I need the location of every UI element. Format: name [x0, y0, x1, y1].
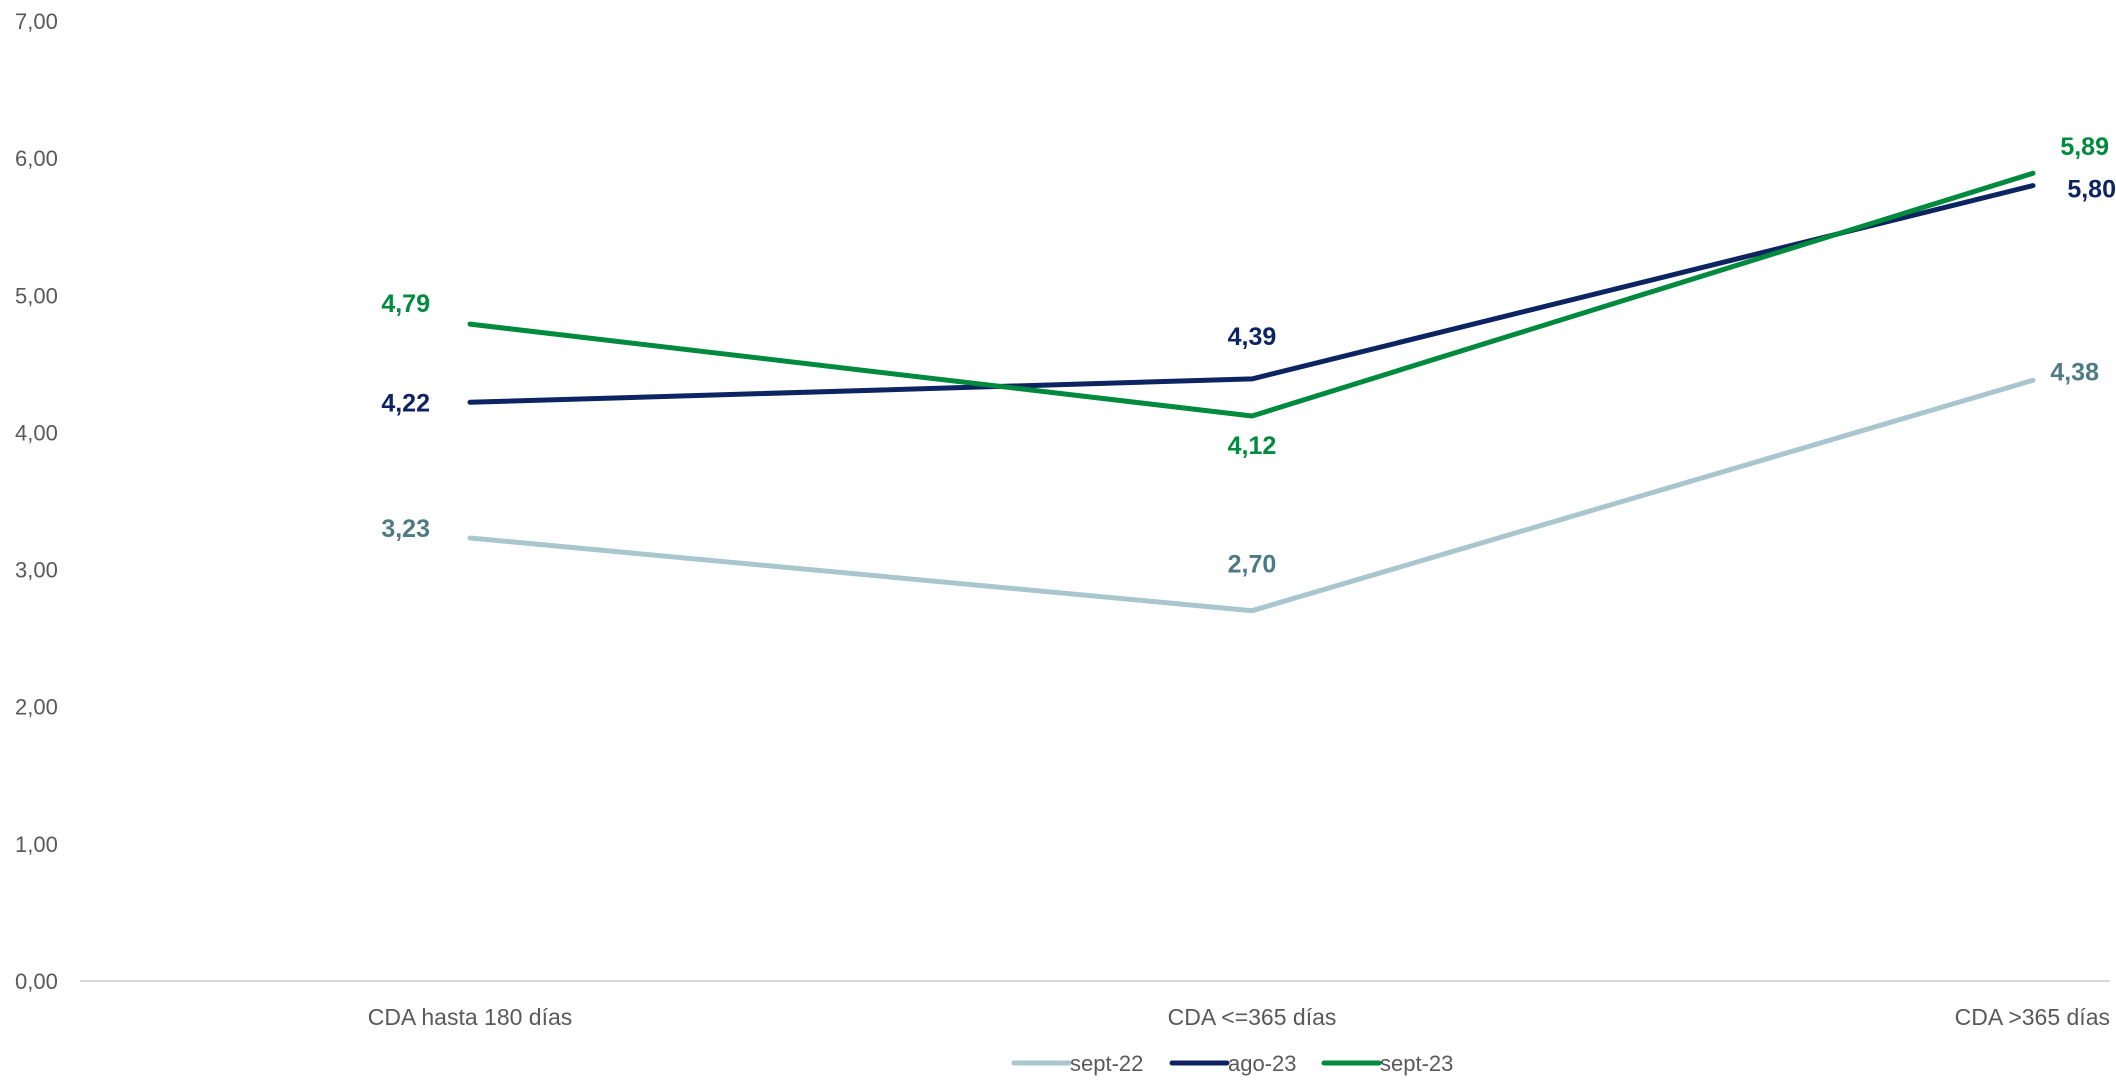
- data-label: 4,22: [381, 389, 430, 417]
- legend-label: sept-23: [1380, 1051, 1453, 1076]
- data-label: 4,79: [381, 290, 430, 318]
- data-label: 4,39: [1228, 323, 1277, 351]
- series-lines: [467, 170, 2036, 614]
- x-tick-label: CDA hasta 180 días: [368, 1004, 573, 1030]
- data-label: 5,80: [2067, 176, 2116, 204]
- data-label: 2,70: [1228, 551, 1277, 579]
- y-axis-ticks: 0,00 1,00 2,00 3,00 4,00 5,00 6,00 7,00: [15, 9, 58, 994]
- y-tick-label: 6,00: [15, 146, 58, 171]
- y-tick-label: 7,00: [15, 9, 58, 34]
- data-label: 4,12: [1228, 432, 1277, 460]
- y-tick-label: 3,00: [15, 558, 58, 583]
- legend-label: sept-22: [1070, 1051, 1143, 1076]
- data-label: 4,38: [2050, 358, 2099, 386]
- series-line-sept-22: [467, 377, 2036, 614]
- legend: sept-22 ago-23 sept-23: [1011, 1051, 1453, 1076]
- y-tick-label: 5,00: [15, 283, 58, 308]
- data-labels: 3,23 2,70 4,38 4,22 4,39 5,80 4,79 4,12 5,89: [381, 133, 2116, 578]
- y-tick-label: 2,00: [15, 695, 58, 720]
- legend-item-ago-23: ago-23: [1169, 1051, 1297, 1076]
- legend-item-sept-23: sept-23: [1321, 1051, 1453, 1076]
- y-tick-label: 4,00: [15, 420, 58, 445]
- data-label: 5,89: [2060, 133, 2109, 161]
- y-tick-label: 1,00: [15, 832, 58, 857]
- x-tick-label: CDA <=365 días: [1168, 1004, 1337, 1030]
- series-line-ago-23: [467, 183, 2036, 405]
- y-tick-label: 0,00: [15, 969, 58, 994]
- x-tick-label: CDA >365 días: [1955, 1004, 2110, 1030]
- legend-label: ago-23: [1228, 1051, 1297, 1076]
- legend-item-sept-22: sept-22: [1011, 1051, 1143, 1076]
- series-line-sept-23: [467, 170, 2036, 419]
- data-label: 3,23: [381, 515, 430, 543]
- x-axis: CDA hasta 180 días CDA <=365 días CDA >365…: [80, 980, 2110, 1030]
